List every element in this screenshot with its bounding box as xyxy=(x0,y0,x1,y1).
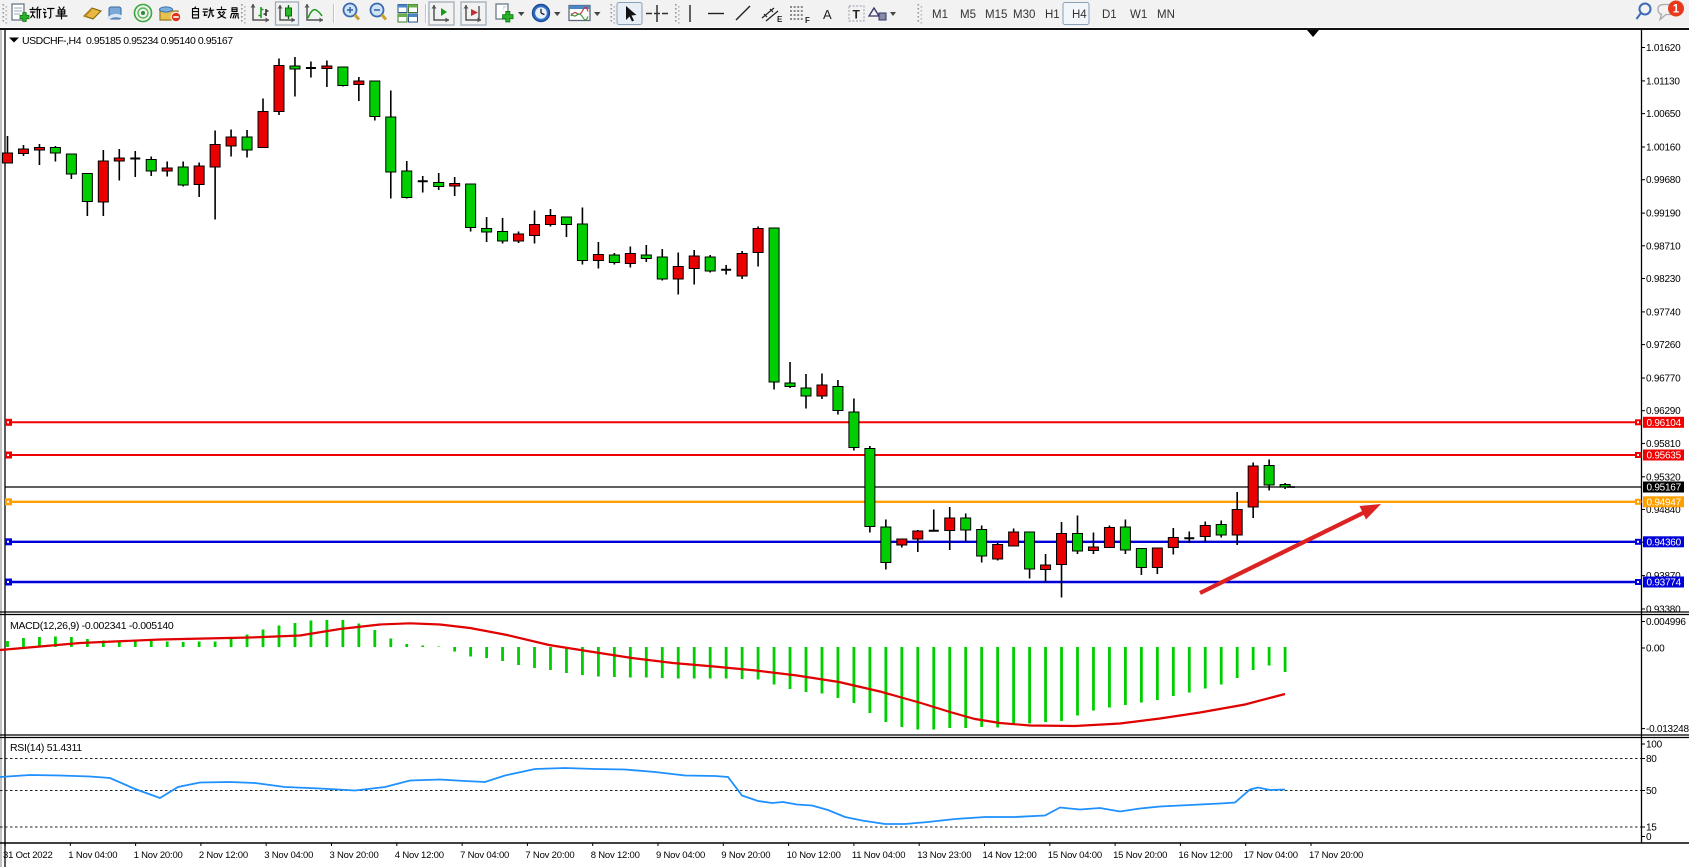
svg-text:1: 1 xyxy=(1673,4,1680,16)
svg-text:0.96104: 0.96104 xyxy=(1647,418,1682,429)
svg-text:0.98710: 0.98710 xyxy=(1646,241,1681,252)
svg-text:MACD(12,26,9) -0.002341 -0.005: MACD(12,26,9) -0.002341 -0.005140 xyxy=(10,620,174,632)
svg-text:RSI(14) 51.4311: RSI(14) 51.4311 xyxy=(10,742,82,754)
svg-text:MN: MN xyxy=(1157,9,1175,21)
svg-text:0.95635: 0.95635 xyxy=(1647,451,1682,462)
svg-text:10 Nov 12:00: 10 Nov 12:00 xyxy=(787,850,841,861)
svg-text:1.00650: 1.00650 xyxy=(1646,109,1681,120)
svg-text:A: A xyxy=(823,7,832,22)
svg-text:0.99190: 0.99190 xyxy=(1646,209,1681,220)
svg-text:0.94840: 0.94840 xyxy=(1646,505,1681,516)
svg-text:1.01130: 1.01130 xyxy=(1646,76,1680,87)
svg-text:50: 50 xyxy=(1646,786,1657,797)
svg-text:13 Nov 23:00: 13 Nov 23:00 xyxy=(917,850,971,861)
svg-text:11 Nov 04:00: 11 Nov 04:00 xyxy=(852,850,905,861)
svg-text:15 Nov 20:00: 15 Nov 20:00 xyxy=(1113,850,1167,861)
svg-text:7 Nov 20:00: 7 Nov 20:00 xyxy=(525,850,574,861)
svg-text:0.97740: 0.97740 xyxy=(1646,307,1681,318)
svg-text:9 Nov 20:00: 9 Nov 20:00 xyxy=(721,850,770,861)
svg-text:1.01620: 1.01620 xyxy=(1646,43,1681,54)
svg-text:0.96770: 0.96770 xyxy=(1646,374,1681,385)
svg-text:USDCHF-,H4 0.95185 0.95234 0.: USDCHF-,H4 0.95185 0.95234 0.95140 0.951… xyxy=(22,35,233,47)
svg-text:100: 100 xyxy=(1646,740,1663,751)
svg-text:31 Oct 2022: 31 Oct 2022 xyxy=(3,850,53,861)
svg-text:16 Nov 12:00: 16 Nov 12:00 xyxy=(1178,850,1232,861)
svg-text:M15: M15 xyxy=(985,9,1007,21)
svg-text:17 Nov 04:00: 17 Nov 04:00 xyxy=(1244,850,1298,861)
svg-text:M30: M30 xyxy=(1013,9,1035,21)
svg-text:15: 15 xyxy=(1646,823,1657,834)
svg-text:0.95320: 0.95320 xyxy=(1646,472,1681,483)
svg-text:1.00160: 1.00160 xyxy=(1646,143,1681,154)
svg-text:0.97260: 0.97260 xyxy=(1646,340,1681,351)
svg-text:H4: H4 xyxy=(1072,9,1087,21)
svg-text:9 Nov 04:00: 9 Nov 04:00 xyxy=(656,850,705,861)
svg-text:M5: M5 xyxy=(960,9,976,21)
svg-text:7 Nov 04:00: 7 Nov 04:00 xyxy=(460,850,509,861)
svg-text:15 Nov 04:00: 15 Nov 04:00 xyxy=(1048,850,1102,861)
svg-text:3 Nov 04:00: 3 Nov 04:00 xyxy=(264,850,313,861)
svg-text:3 Nov 20:00: 3 Nov 20:00 xyxy=(330,850,379,861)
svg-text:0.94360: 0.94360 xyxy=(1647,537,1682,548)
svg-text:14 Nov 12:00: 14 Nov 12:00 xyxy=(983,850,1037,861)
svg-text:0.00: 0.00 xyxy=(1646,644,1665,655)
svg-text:0.004996: 0.004996 xyxy=(1646,617,1686,628)
svg-text:F: F xyxy=(805,16,810,25)
svg-text:0.98230: 0.98230 xyxy=(1646,274,1681,285)
svg-text:80: 80 xyxy=(1646,754,1657,765)
svg-text:H1: H1 xyxy=(1045,9,1060,21)
svg-text:0.94947: 0.94947 xyxy=(1647,497,1682,508)
svg-text:0: 0 xyxy=(1646,832,1652,843)
svg-text:W1: W1 xyxy=(1130,9,1147,21)
svg-text:M1: M1 xyxy=(932,9,948,21)
svg-text:E: E xyxy=(777,15,783,24)
svg-text:0.93774: 0.93774 xyxy=(1647,578,1682,589)
svg-text:1 Nov 20:00: 1 Nov 20:00 xyxy=(134,850,183,861)
svg-text:4 Nov 12:00: 4 Nov 12:00 xyxy=(395,850,444,861)
svg-text:D1: D1 xyxy=(1102,9,1117,21)
svg-text:T: T xyxy=(853,8,861,22)
svg-text:0.96290: 0.96290 xyxy=(1646,406,1681,417)
svg-text:0.99680: 0.99680 xyxy=(1646,175,1681,186)
svg-text:2 Nov 12:00: 2 Nov 12:00 xyxy=(199,850,248,861)
svg-text:1 Nov 04:00: 1 Nov 04:00 xyxy=(68,850,117,861)
svg-text:17 Nov 20:00: 17 Nov 20:00 xyxy=(1309,850,1363,861)
svg-text:8 Nov 12:00: 8 Nov 12:00 xyxy=(591,850,640,861)
svg-text:0.95167: 0.95167 xyxy=(1647,483,1682,494)
svg-text:-0.013248: -0.013248 xyxy=(1646,724,1689,735)
svg-text:0.95810: 0.95810 xyxy=(1646,439,1681,450)
svg-text:0.93380: 0.93380 xyxy=(1646,605,1681,616)
